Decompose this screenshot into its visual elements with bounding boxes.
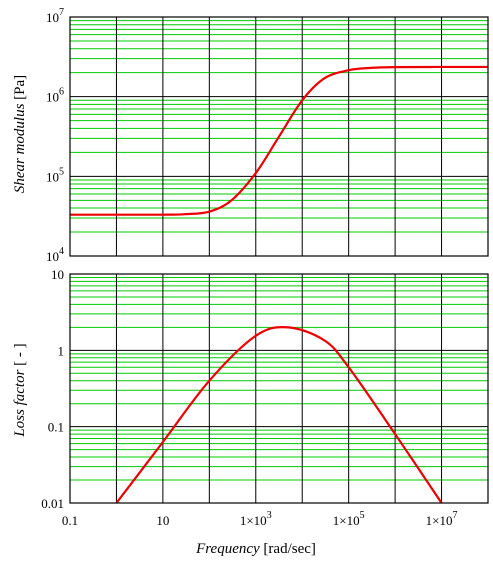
y-tick-base: 10 <box>46 249 59 264</box>
top-y-axis-label: Shear modulus [Pa] <box>12 75 28 193</box>
y-tick-label: 0.01 <box>41 496 64 511</box>
top-y-axis-label-italic: Shear modulus <box>12 103 28 193</box>
y-tick-base: 10 <box>46 169 59 184</box>
x-tick-base: 1×10 <box>333 513 360 528</box>
y-tick-exponent: 6 <box>59 87 64 98</box>
top-curve-layer <box>70 65 489 216</box>
y-tick-base: 10 <box>46 10 59 25</box>
bottom-plot-frame <box>69 273 489 504</box>
y-tick-exponent: 7 <box>59 7 64 18</box>
y-tick-exponent: 4 <box>59 246 64 257</box>
y-tick-label: 104 <box>46 246 64 264</box>
bottom-major-grid <box>70 274 488 503</box>
bottom-y-tick-labels: 0.01 0.1 1 10 <box>41 267 64 511</box>
y-tick-base: 10 <box>46 90 59 105</box>
bottom-minor-grid <box>70 276 488 481</box>
y-tick-label: 106 <box>46 87 64 105</box>
x-tick-base: 10 <box>156 513 169 528</box>
top-minor-grid <box>70 20 488 233</box>
y-tick-exponent: 5 <box>59 166 64 177</box>
top-plot-frame <box>69 16 489 257</box>
top-y-axis-label-unit: [Pa] <box>12 75 28 100</box>
y-tick-label: 0.1 <box>48 420 64 435</box>
x-tick-base: 1×10 <box>426 513 453 528</box>
top-major-grid <box>70 17 488 256</box>
x-axis-label-italic: Frequency <box>195 541 260 557</box>
y-tick-label: 107 <box>46 7 64 25</box>
bottom-y-axis-label-unit: [ - ] <box>12 343 28 366</box>
y-tick-label: 10 <box>51 267 64 282</box>
bottom-y-axis-label: Loss factor [ - ] <box>12 343 28 437</box>
loss-factor-curve <box>115 325 443 504</box>
y-tick-label: 105 <box>46 166 64 184</box>
x-tick-label: 10 <box>156 513 169 528</box>
y-tick-label: 1 <box>58 343 65 358</box>
shear-modulus-curve <box>70 65 489 216</box>
x-tick-base: 0.1 <box>62 513 78 528</box>
x-tick-label: 1×107 <box>426 510 458 528</box>
x-tick-label: 1×105 <box>333 510 365 528</box>
bottom-y-axis-label-italic: Loss factor <box>12 369 28 437</box>
x-tick-label: 0.1 <box>62 513 78 528</box>
x-tick-base: 1×10 <box>240 513 267 528</box>
x-axis-label: Frequency [rad/sec] <box>195 541 316 557</box>
x-axis-label-unit: [rad/sec] <box>263 541 315 557</box>
x-tick-exponent: 5 <box>360 510 365 521</box>
x-tick-label: 1×103 <box>240 510 272 528</box>
x-tick-exponent: 7 <box>452 510 457 521</box>
x-tick-labels: 0.1 10 1×103 1×105 1×107 <box>62 510 458 528</box>
x-tick-exponent: 3 <box>267 510 272 521</box>
bottom-curve-layer <box>115 325 443 504</box>
